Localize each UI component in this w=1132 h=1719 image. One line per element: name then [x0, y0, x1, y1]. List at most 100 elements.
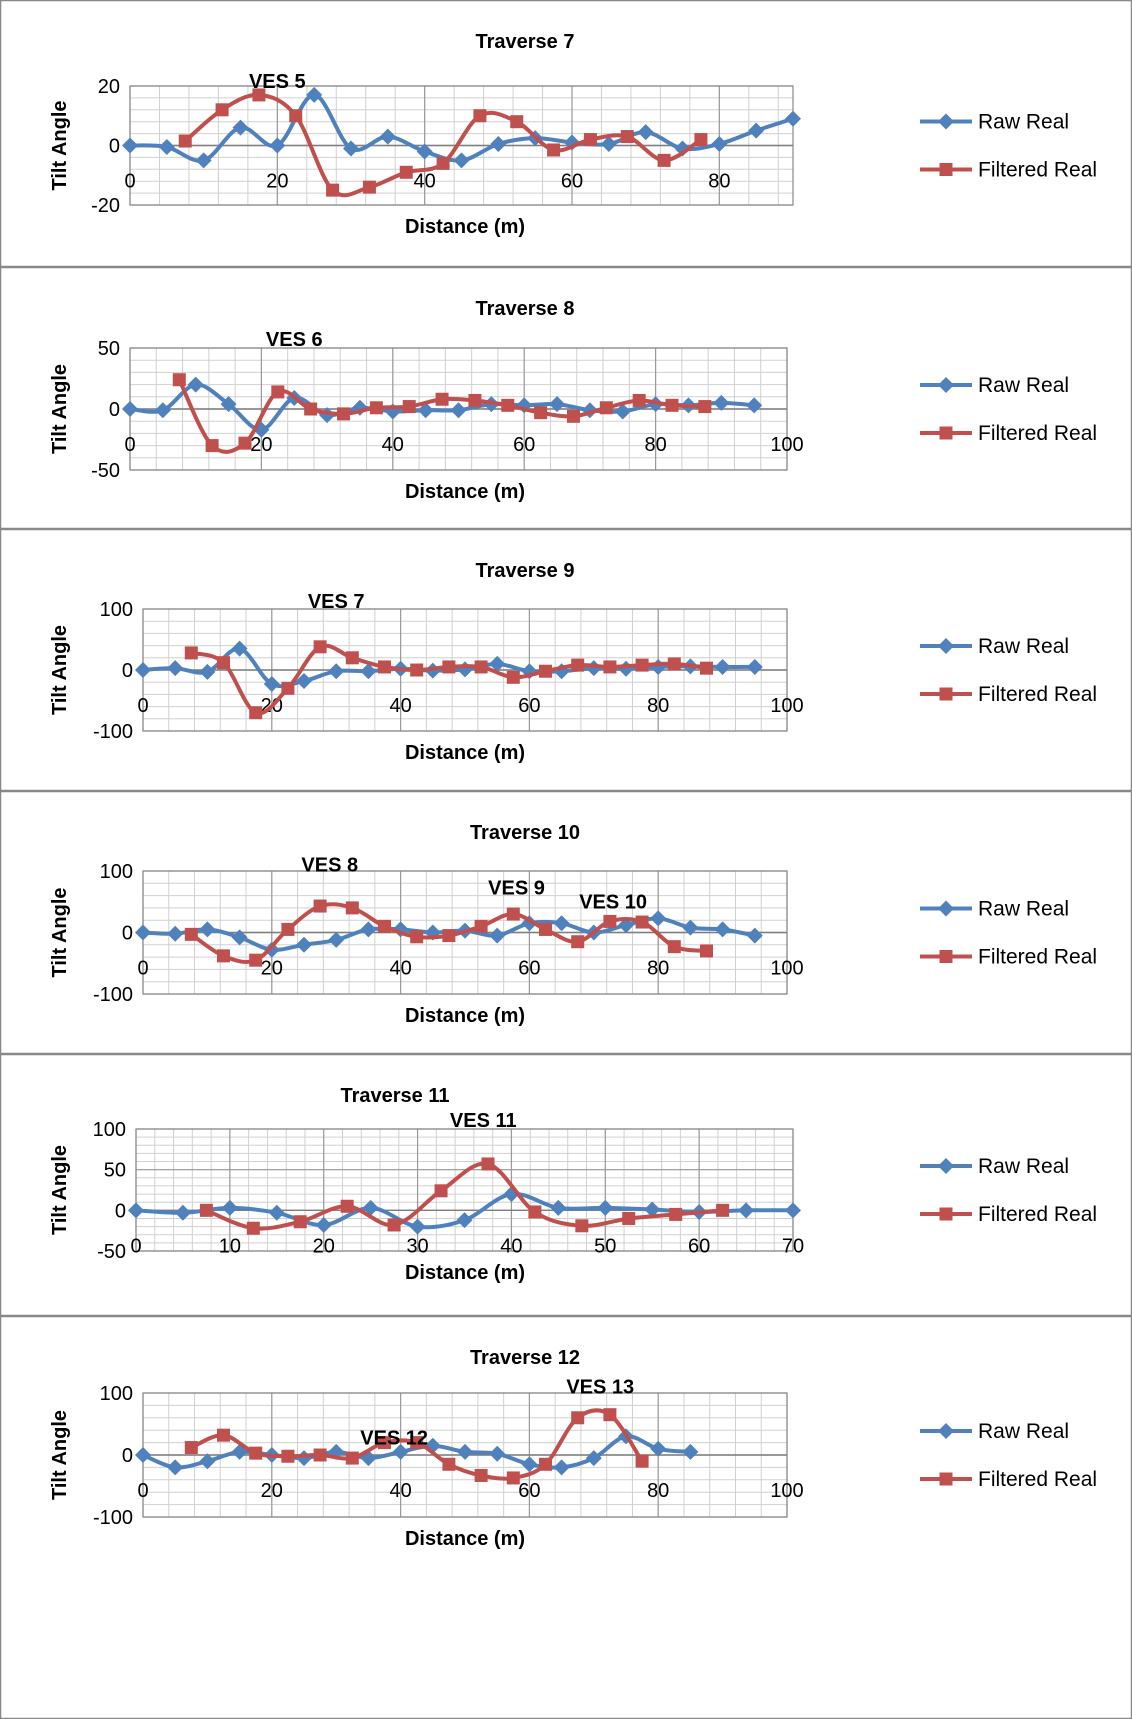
raw-real-point	[268, 1204, 285, 1221]
chart-frame	[0, 1054, 1132, 1316]
raw-real-point	[199, 1453, 216, 1470]
filtered-real-point	[620, 130, 634, 144]
x-tick-label: 20	[313, 1235, 335, 1257]
filtered-real-point	[603, 914, 617, 928]
x-tick-label: 80	[647, 958, 669, 980]
filtered-real-point	[378, 919, 391, 933]
raw-real-point	[296, 936, 312, 953]
x-tick-label: 0	[124, 434, 135, 456]
filtered-real-point	[217, 656, 230, 670]
y-tick-label: 0	[109, 399, 120, 421]
filtered-real-point	[539, 1457, 552, 1471]
legend-label: Raw Real	[978, 1155, 1069, 1178]
filtered-real-point	[694, 133, 708, 147]
legend-marker	[938, 900, 954, 917]
legend-label: Raw Real	[978, 374, 1069, 397]
raw-real-point	[360, 1450, 377, 1467]
y-axis-label: Tilt Angle	[49, 1410, 71, 1500]
legend-label: Raw Real	[978, 635, 1069, 658]
chart-title: Traverse 11	[341, 1085, 450, 1107]
x-axis-label: Distance (m)	[405, 1528, 525, 1550]
x-tick-label: 60	[561, 171, 583, 193]
legend-label: Filtered Real	[978, 159, 1097, 182]
x-tick-label: 100	[770, 958, 803, 980]
x-tick-label: 60	[518, 958, 540, 980]
filtered-real-point	[667, 657, 681, 671]
filtered-real-point	[304, 402, 318, 416]
filtered-real-point	[326, 183, 340, 197]
filtered-real-point	[378, 660, 391, 674]
filtered-real-point	[345, 1451, 359, 1465]
filtered-real-point	[410, 663, 424, 677]
y-tick-label: 0	[122, 660, 133, 682]
legend-item-filtered-real: Filtered Real	[920, 422, 1097, 445]
x-tick-label: 0	[137, 958, 148, 980]
legend-label: Filtered Real	[978, 683, 1097, 706]
chart-title: Traverse 8	[476, 298, 575, 320]
filtered-real-point	[603, 1408, 617, 1422]
filtered-real-point	[436, 156, 450, 170]
raw-real-point	[713, 394, 730, 411]
y-tick-label: -50	[97, 1241, 126, 1263]
y-axis-label: Tilt Angle	[49, 625, 71, 715]
y-tick-label: 100	[100, 599, 133, 621]
raw-real-point	[328, 663, 345, 680]
y-tick-label: 0	[122, 923, 133, 945]
filtered-real-point	[442, 929, 456, 943]
legend-marker	[939, 1472, 953, 1486]
filtered-real-point	[506, 670, 520, 684]
x-axis-label: Distance (m)	[405, 1262, 525, 1284]
y-tick-label: 0	[115, 1200, 126, 1222]
legend-marker	[939, 687, 953, 701]
filtered-real-point	[583, 133, 597, 147]
filtered-real-point	[442, 660, 456, 674]
filtered-real-point	[281, 922, 295, 936]
ves-annotation: VES 6	[266, 329, 323, 351]
x-tick-label: 40	[389, 1480, 411, 1502]
legend-item-filtered-real: Filtered Real	[920, 946, 1097, 969]
y-tick-label: 100	[100, 1383, 133, 1405]
filtered-real-point	[293, 1215, 307, 1229]
raw-real-point	[711, 136, 728, 153]
raw-real-point	[315, 1216, 332, 1233]
y-tick-label: -50	[91, 460, 120, 482]
raw-real-point	[644, 1201, 661, 1218]
ves-annotation: VES 9	[488, 877, 545, 899]
filtered-real-point	[184, 646, 198, 660]
raw-real-point	[220, 396, 237, 413]
raw-real-point	[221, 1199, 238, 1216]
chart-panel-6: 0 20 40 60 80 100 -100 0 100 Traverse 12 Distance …	[0, 1316, 1132, 1719]
raw-real-point	[650, 910, 667, 927]
filtered-real-point	[249, 706, 263, 720]
raw-real-point	[456, 1212, 473, 1229]
legend-item-raw-real: Raw Real	[920, 898, 1069, 921]
filtered-real-point	[474, 1468, 488, 1482]
raw-real-point	[450, 402, 467, 419]
x-tick-label: 80	[708, 171, 730, 193]
x-tick-label: 60	[513, 434, 535, 456]
raw-real-point	[296, 672, 312, 689]
legend-item-raw-real: Raw Real	[920, 635, 1069, 658]
x-tick-label: 80	[647, 1480, 669, 1502]
raw-real-point	[618, 917, 634, 934]
x-tick-label: 30	[406, 1235, 428, 1257]
raw-real-point	[600, 136, 617, 153]
x-tick-label: 100	[770, 695, 803, 717]
filtered-real-point	[657, 153, 671, 167]
raw-real-point	[195, 152, 212, 169]
ves-annotation: VES 11	[450, 1110, 517, 1132]
ves-annotation: VES 7	[308, 591, 365, 613]
filtered-real-point	[402, 400, 416, 414]
raw-real-point	[306, 86, 323, 103]
filtered-real-point	[700, 944, 713, 958]
filtered-real-point	[506, 1471, 520, 1485]
plot-area	[135, 1128, 794, 1252]
x-tick-label: 40	[500, 1235, 522, 1257]
legend-item-raw-real: Raw Real	[920, 1155, 1069, 1178]
raw-real-point	[360, 921, 377, 938]
raw-real-point	[167, 1459, 184, 1476]
x-tick-label: 40	[389, 958, 411, 980]
filtered-real-point	[281, 1449, 295, 1463]
